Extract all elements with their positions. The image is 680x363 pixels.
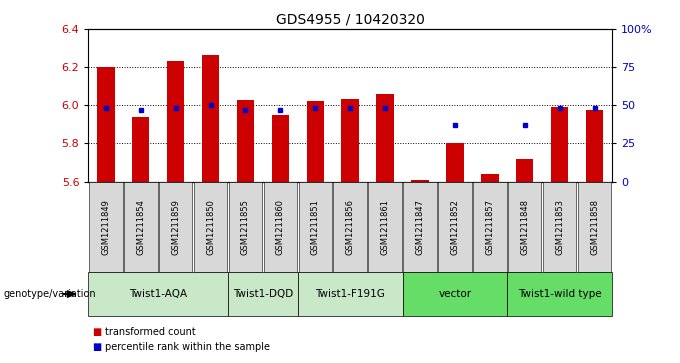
Text: GSM1211851: GSM1211851 — [311, 199, 320, 255]
Text: GSM1211852: GSM1211852 — [450, 199, 460, 255]
Bar — [341, 99, 359, 182]
Text: Twist1-F191G: Twist1-F191G — [316, 289, 385, 299]
Text: Twist1-AQA: Twist1-AQA — [129, 289, 187, 299]
Text: GSM1211859: GSM1211859 — [171, 199, 180, 255]
Bar — [307, 102, 324, 182]
Text: GSM1211847: GSM1211847 — [415, 199, 424, 255]
Text: genotype/variation: genotype/variation — [3, 289, 96, 299]
Bar — [377, 94, 394, 182]
Bar — [132, 117, 150, 182]
Text: GSM1211861: GSM1211861 — [381, 199, 390, 255]
Text: GSM1211854: GSM1211854 — [136, 199, 146, 255]
Text: GSM1211850: GSM1211850 — [206, 199, 215, 255]
Text: GSM1211849: GSM1211849 — [101, 199, 110, 255]
Text: Twist1-DQD: Twist1-DQD — [233, 289, 293, 299]
Text: GSM1211860: GSM1211860 — [276, 199, 285, 255]
Bar — [97, 67, 114, 182]
Text: ■: ■ — [92, 327, 101, 337]
Text: GSM1211857: GSM1211857 — [486, 199, 494, 255]
Text: GSM1211853: GSM1211853 — [555, 199, 564, 255]
Bar — [202, 55, 219, 182]
Text: GSM1211848: GSM1211848 — [520, 199, 529, 255]
Title: GDS4955 / 10420320: GDS4955 / 10420320 — [276, 12, 424, 26]
Bar — [411, 180, 428, 182]
Bar — [516, 159, 534, 182]
Text: vector: vector — [439, 289, 471, 299]
Text: transformed count: transformed count — [105, 327, 196, 337]
Bar — [481, 174, 498, 182]
Text: GSM1211855: GSM1211855 — [241, 199, 250, 255]
Bar — [585, 110, 603, 182]
Text: ■: ■ — [92, 342, 101, 352]
Bar — [446, 143, 464, 182]
Text: Twist1-wild type: Twist1-wild type — [518, 289, 601, 299]
Bar — [237, 99, 254, 182]
Bar — [272, 115, 289, 182]
Text: percentile rank within the sample: percentile rank within the sample — [105, 342, 271, 352]
Text: GSM1211856: GSM1211856 — [345, 199, 355, 255]
Bar — [167, 61, 184, 182]
Text: GSM1211858: GSM1211858 — [590, 199, 599, 255]
Bar — [551, 107, 568, 182]
